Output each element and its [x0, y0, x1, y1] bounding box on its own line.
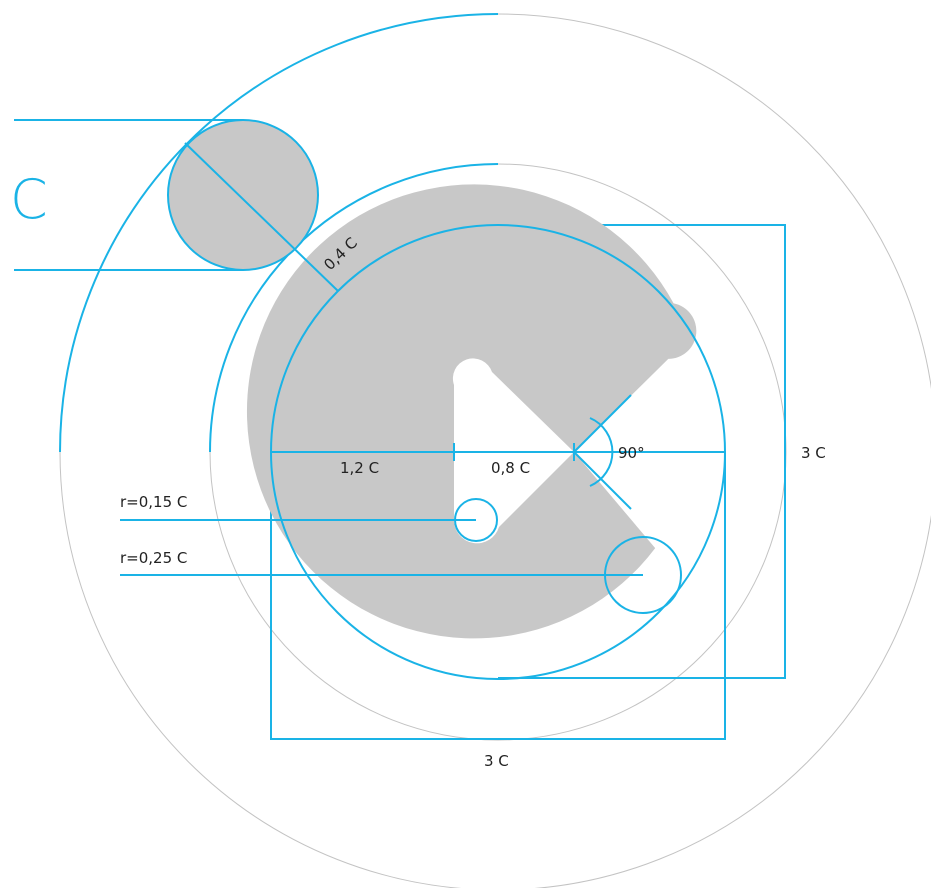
angle-label: 90° [618, 444, 645, 462]
angle-line-upper [573, 394, 632, 453]
unit-circle [167, 119, 319, 271]
height-label: 3 C [801, 444, 826, 462]
outer-radius-label: 1,2 C [340, 459, 379, 477]
angle-arc [589, 417, 614, 487]
width-label: 3 C [484, 752, 509, 770]
large-corner-label: r=0,25 C [120, 549, 187, 567]
inner-radius-label: 0,8 C [491, 459, 530, 477]
unit-diagonal-line [184, 142, 339, 292]
height-dimension-box [498, 224, 786, 679]
unit-label: C [10, 168, 48, 231]
small-corner-label: r=0,15 C [120, 493, 187, 511]
angle-line-lower [573, 451, 632, 510]
logo-shape [246, 184, 697, 639]
